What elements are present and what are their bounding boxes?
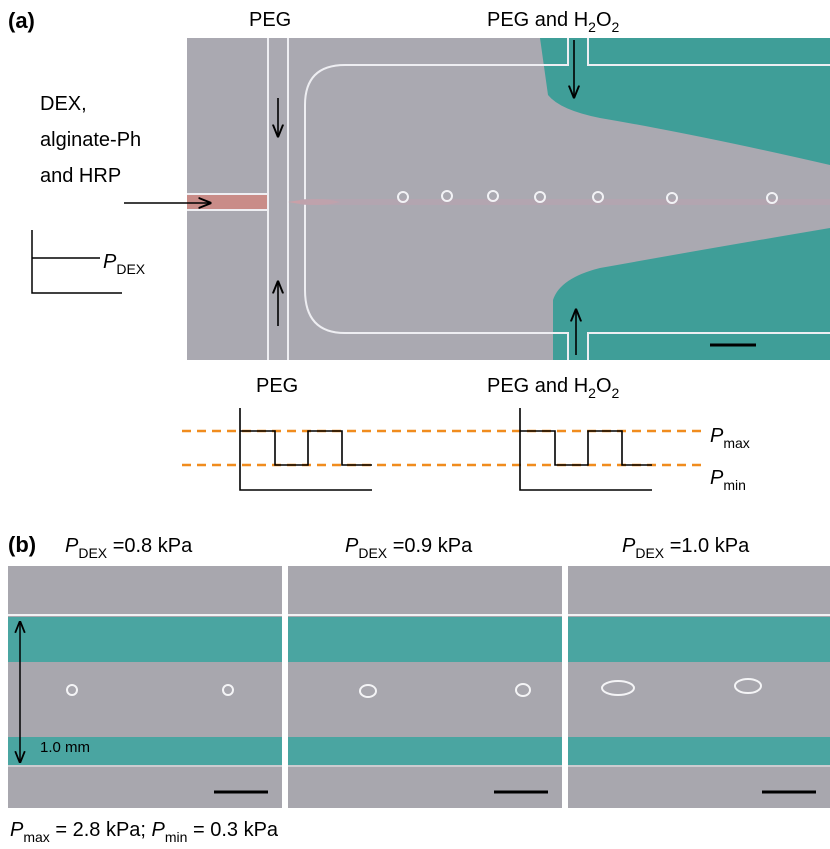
subscript: 2 [588, 385, 596, 401]
pmin-label: Pmin [710, 467, 746, 493]
pressure-label: PDEX [103, 251, 146, 277]
subscript: DEX [358, 545, 387, 561]
panel-title: PDEX =0.9 kPa [345, 535, 473, 561]
image-part [568, 737, 830, 765]
subscript: DEX [635, 545, 664, 561]
image-part [568, 617, 830, 662]
pulse-schematic [182, 408, 705, 490]
plot-title: PEG [256, 375, 298, 397]
text-part: = 0.3 kPa [187, 819, 278, 841]
micrographs-b [8, 566, 830, 808]
text-part: P [710, 467, 724, 489]
text-part: P [65, 535, 79, 557]
panel-title: PDEX =1.0 kPa [622, 535, 750, 561]
inlet-label: PEG and H2O2 [487, 9, 620, 35]
inlet-label: PEG [249, 9, 291, 31]
micrograph-a [124, 38, 830, 360]
panel-label: (b) [8, 532, 36, 557]
text-part: O [596, 375, 612, 397]
subscript: 2 [612, 385, 620, 401]
text-part: PEG and H [487, 9, 588, 31]
text-part: PEG [256, 375, 298, 397]
plot-title: PEG and H2O2 [487, 375, 620, 401]
text-part: O [596, 9, 612, 31]
text-part: P [103, 251, 117, 273]
text-part: P [622, 535, 636, 557]
image-part [8, 566, 282, 808]
scale-label: 1.0 mm [40, 739, 90, 756]
subscript: max [23, 829, 49, 845]
image-part [288, 737, 562, 765]
image-part [8, 617, 282, 662]
inlet-text: and HRP [40, 165, 121, 187]
image-part [288, 617, 562, 662]
image-part [568, 566, 830, 808]
inlet-text: DEX, [40, 93, 87, 115]
subscript: DEX [78, 545, 107, 561]
text-part: = 2.8 kPa; [50, 819, 152, 841]
text-part: =0.9 kPa [387, 535, 473, 557]
text-part: P [345, 535, 359, 557]
inlet-text: alginate-Ph [40, 129, 141, 151]
panel-title: PDEX =0.8 kPa [65, 535, 193, 561]
pmax-label: Pmax [710, 425, 750, 451]
text-part: P [710, 425, 724, 447]
panel-label: (a) [8, 8, 35, 33]
text-part: PEG [249, 9, 291, 31]
caption: Pmax = 2.8 kPa; Pmin = 0.3 kPa [10, 819, 279, 845]
text-part: P [152, 819, 166, 841]
text-part: =1.0 kPa [664, 535, 750, 557]
subscript: 2 [612, 19, 620, 35]
image-part [288, 566, 562, 808]
subscript: 2 [588, 19, 596, 35]
subscript: DEX [116, 261, 145, 277]
subscript: min [165, 829, 188, 845]
text-part: P [10, 819, 24, 841]
text-part: =0.8 kPa [107, 535, 193, 557]
subscript: min [723, 477, 746, 493]
text-part: PEG and H [487, 375, 588, 397]
subscript: max [723, 435, 749, 451]
figure: (a) PEG PEG and H2O2 DEX, alginate-Ph an… [0, 0, 830, 849]
